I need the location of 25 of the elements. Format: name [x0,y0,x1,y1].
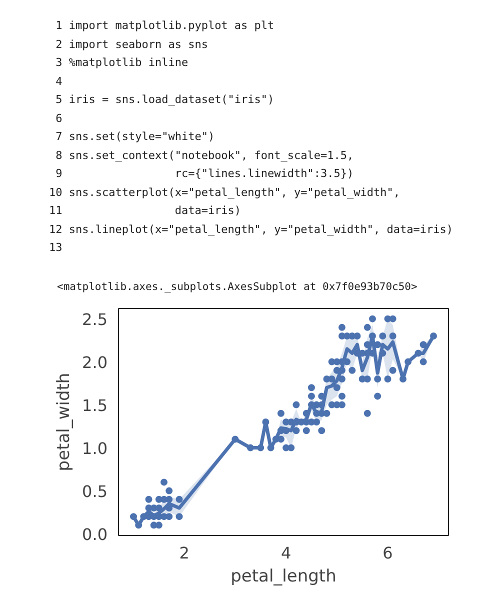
text: 10 sns.scatterplot(x="petal_length", y="petal_width", [49,186,400,198]
y-tick-label: 2.0 [82,352,108,372]
text: <matplotlib.axes._subplots.AxesSubplot at 0x7f0e93b70c50> [56,280,418,294]
x-tick-label: 6 [382,544,393,562]
text: 2 import seaborn as sns [56,38,208,50]
text: 3 %matplotlib inline [56,56,188,69]
y-axis-title: petal_width [54,372,74,472]
text: 11 data=iris) [49,204,242,217]
x-tick-label: 4 [280,544,292,562]
y-tick-label: 1.0 [82,438,108,458]
text: 5 iris = sns.load_dataset("iris") [56,93,274,106]
y-tick-label: 2.5 [82,310,108,329]
x-tick-label: 2 [179,544,190,562]
text: 9 rc={"lines.linewidth":3.5}) [56,167,354,180]
text: 1 import matplotlib.pyplot as plt [56,19,274,32]
text: 4 [56,74,62,88]
y-tick-label: 0.0 [82,524,108,544]
text: 13 [49,241,62,254]
text: 6 [56,112,62,124]
text: 12 sns.lineplot(x="petal_length", y="petal_width", data=iris) [49,222,453,236]
y-tick-label: 0.5 [82,482,108,501]
text: 8 sns.set_context("notebook", font_scale=1.5, [56,148,354,162]
y-tick-label: 1.5 [82,396,108,415]
x-axis-title: petal_length [230,566,336,586]
text: 7 sns.set(style="white") [56,130,215,143]
